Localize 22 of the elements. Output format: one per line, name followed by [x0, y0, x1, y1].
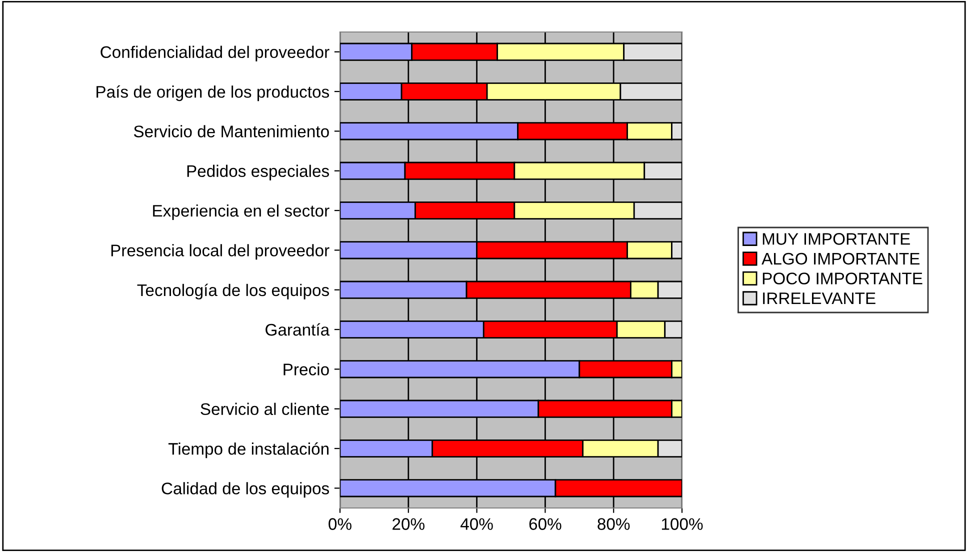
- x-tick-label: 40%: [460, 518, 493, 530]
- x-tick-label: 20%: [392, 518, 424, 530]
- x-tick-label: 0%: [328, 518, 352, 530]
- y-tick-label: Confidencialidad del proveedor: [100, 46, 330, 62]
- y-tick-label: Tecnología de los equipos: [137, 284, 329, 300]
- legend-label: MUY IMPORTANTE: [762, 233, 910, 245]
- x-tick-label: 100%: [662, 518, 703, 530]
- y-tick-label: Experiencia en el sector: [153, 204, 330, 220]
- y-tick-label: Servicio de Mantenimiento: [134, 125, 329, 138]
- y-tick-label: Pedidos especiales: [187, 164, 329, 180]
- legend-label: POCO IMPORTANTE: [762, 272, 922, 284]
- y-tick-label: Tiempo de instalación: [168, 442, 329, 458]
- x-tick-label: 60%: [529, 518, 562, 530]
- legend-label: IRRELEVANTE: [763, 292, 876, 304]
- legend-label: ALGO IMPORTANTE: [762, 252, 920, 265]
- y-tick-label: Presencia local del proveedor: [111, 244, 330, 260]
- y-tick-label: Calidad de los equipos: [162, 482, 329, 498]
- x-tick-label: 80%: [598, 518, 630, 530]
- y-tick-label: Precio: [284, 363, 329, 376]
- y-tick-label: Garantía: [266, 323, 330, 336]
- y-tick-label: País de origen de los productos: [96, 85, 329, 102]
- y-tick-label: Servicio al cliente: [200, 402, 329, 416]
